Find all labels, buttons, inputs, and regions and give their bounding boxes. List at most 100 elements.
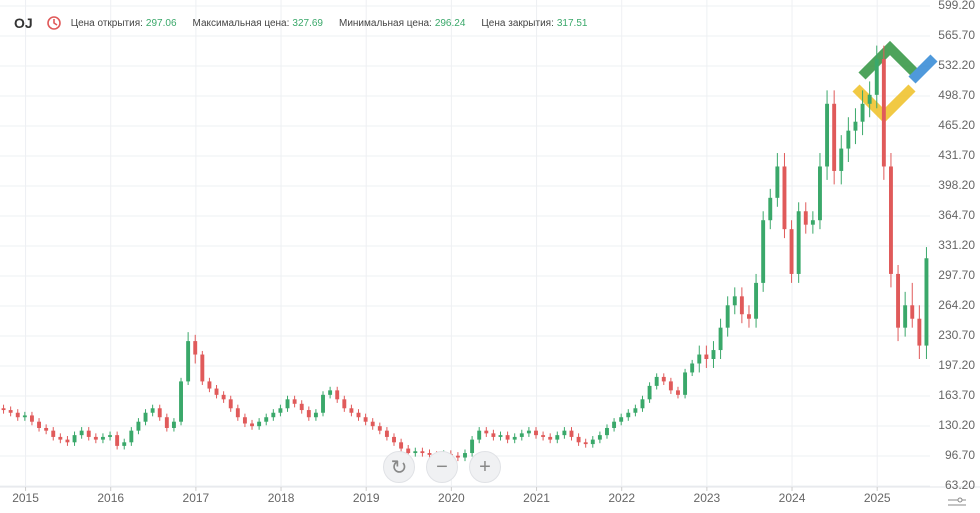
candle-body xyxy=(484,430,489,434)
candle-body xyxy=(910,305,915,319)
candle-body xyxy=(498,435,503,437)
candle-body xyxy=(58,436,63,440)
candle-body xyxy=(917,318,922,346)
candle-body xyxy=(228,399,233,409)
candle-body xyxy=(171,421,176,428)
candle-body xyxy=(697,354,702,364)
candle-body xyxy=(157,408,162,418)
candle-body xyxy=(100,436,105,440)
reset-zoom-button[interactable]: ↻ xyxy=(383,451,415,483)
candle-body xyxy=(491,433,496,437)
candle-body xyxy=(718,327,723,351)
candle-body xyxy=(313,412,318,418)
candle-body xyxy=(860,103,865,122)
x-tick-label: 2017 xyxy=(183,491,210,505)
candle-body xyxy=(739,296,744,315)
candle-body xyxy=(810,220,815,225)
candle-body xyxy=(889,166,893,274)
candle-body xyxy=(108,435,112,437)
candle-body xyxy=(789,229,794,274)
candle-body xyxy=(881,59,886,167)
candle-body xyxy=(93,436,98,440)
candle-body xyxy=(896,273,901,328)
candle-body xyxy=(221,394,226,400)
candle-body xyxy=(775,166,780,198)
candle-body xyxy=(470,439,475,454)
candle-body xyxy=(768,197,773,221)
candle-body xyxy=(839,148,844,171)
candle-body xyxy=(399,442,404,449)
candle-body xyxy=(271,412,276,418)
candle-body xyxy=(384,430,389,437)
x-tick-label: 2016 xyxy=(97,491,124,505)
y-tick-label: 230.70 xyxy=(938,328,975,342)
candle-body xyxy=(640,399,645,409)
candle-body xyxy=(626,412,631,418)
y-tick-label: 565.70 xyxy=(938,28,975,42)
candle-body xyxy=(285,399,290,409)
candle-body xyxy=(541,435,546,437)
candle-body xyxy=(306,410,311,418)
candle-body xyxy=(200,354,205,382)
field-value: 327.69 xyxy=(292,17,323,29)
candle-body xyxy=(725,305,730,328)
candle-body xyxy=(647,385,652,400)
candle-body xyxy=(186,341,191,382)
candle-body xyxy=(711,350,716,360)
field-value: 296.24 xyxy=(434,17,466,29)
zoom-in-button[interactable]: + xyxy=(469,451,501,483)
candle-body xyxy=(377,426,382,431)
candle-body xyxy=(796,211,801,274)
y-tick-label: 465.20 xyxy=(938,118,975,132)
candle-body xyxy=(825,103,830,167)
y-tick-label: 130.20 xyxy=(938,418,975,432)
candle-body xyxy=(867,94,872,104)
candle-body xyxy=(555,435,560,440)
header: OJ Цена открытия: 297.06 Максимальная цен… xyxy=(14,14,603,32)
candle-body xyxy=(207,381,212,389)
x-tick-label: 2019 xyxy=(353,491,380,505)
x-tick-label: 2015 xyxy=(12,491,39,505)
candle-body xyxy=(349,408,354,413)
candle-body xyxy=(143,412,148,422)
y-tick-label: 532.20 xyxy=(938,58,975,72)
candle-body xyxy=(129,430,134,443)
candle-body xyxy=(463,453,467,458)
clock-icon[interactable] xyxy=(45,14,63,32)
candle-body xyxy=(122,442,127,446)
candle-body xyxy=(619,417,624,422)
candle-body xyxy=(548,436,553,440)
candle-body xyxy=(44,427,49,431)
candle-body xyxy=(605,427,609,436)
candle-body xyxy=(150,408,155,413)
candle-body xyxy=(406,448,411,454)
field-label: Минимальная цена: xyxy=(338,17,432,29)
candle-body xyxy=(661,376,666,382)
zoom-out-button[interactable]: − xyxy=(426,451,458,483)
candle-body xyxy=(342,399,347,409)
y-tick-label: 364.70 xyxy=(938,208,975,222)
candle-body xyxy=(803,211,808,225)
candle-body xyxy=(164,417,169,428)
candle-body xyxy=(590,439,595,445)
candle-body xyxy=(853,121,858,131)
candle-body xyxy=(512,436,517,440)
candle-body xyxy=(505,435,510,440)
candle-body xyxy=(569,430,574,437)
candle-body xyxy=(86,430,91,437)
y-tick-label: 96.70 xyxy=(945,448,975,462)
field-label: Цена закрытия: xyxy=(481,17,554,29)
candle-body xyxy=(519,433,524,437)
candle-body xyxy=(427,453,432,455)
candle-body xyxy=(690,363,695,373)
candle-body xyxy=(22,415,27,418)
x-tick-label: 2022 xyxy=(608,491,635,505)
y-tick-label: 331.20 xyxy=(938,238,975,252)
candle-body xyxy=(115,435,120,446)
settings-icon[interactable] xyxy=(948,497,966,506)
candle-body xyxy=(370,421,375,427)
candle-body xyxy=(214,388,219,395)
candle-body xyxy=(328,390,333,395)
y-tick-label: 297.70 xyxy=(938,268,975,282)
